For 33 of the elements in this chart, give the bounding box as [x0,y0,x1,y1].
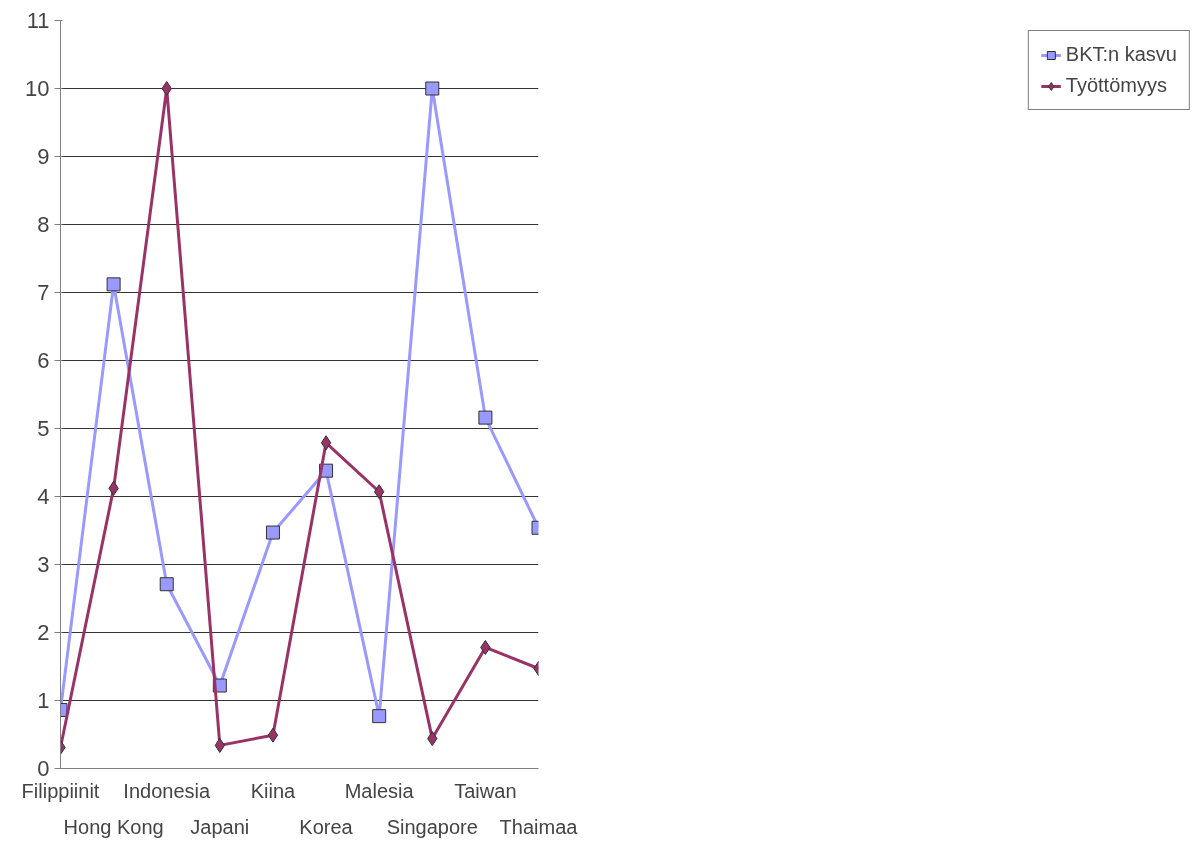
y-tick-label: 1 [37,688,50,713]
x-tick-label: Hong Kong [63,815,164,838]
point [267,727,279,743]
legend-label: BKT:n kasvu [1065,43,1177,66]
x-tick-label: Indonesia [123,779,211,802]
point [425,81,440,96]
point [320,435,332,451]
y-tick-label: 3 [37,552,50,577]
y-tick-label: 4 [37,484,50,509]
legend-label: Työttömyys [1065,74,1167,97]
y-tick-label: 0 [37,756,50,781]
y-tick-label: 10 [25,76,50,101]
x-tick-label: Kiina [250,779,297,802]
point [106,277,121,292]
x-tick-label: Singapore [386,815,478,838]
y-tick-label: 7 [37,280,50,305]
y-tick-label: 11 [26,8,50,33]
y-tick-label: 6 [37,348,50,373]
point [161,81,172,96]
y-tick-label: 2 [37,620,50,645]
x-tick-label: Japani [190,815,250,838]
point [265,525,280,540]
point [478,410,493,425]
x-tick-label: Thaimaa [499,815,579,838]
y-tick-label: 9 [37,144,50,169]
x-tick-label: Taiwan [454,779,517,802]
x-tick-label: Malesia [344,779,415,802]
y-tick-label: 8 [37,212,50,237]
y-tick-label: 5 [37,416,50,441]
point [159,577,174,592]
x-tick-label: Korea [299,815,354,838]
point [372,709,387,724]
x-tick-label: Filippiinit [21,779,100,802]
